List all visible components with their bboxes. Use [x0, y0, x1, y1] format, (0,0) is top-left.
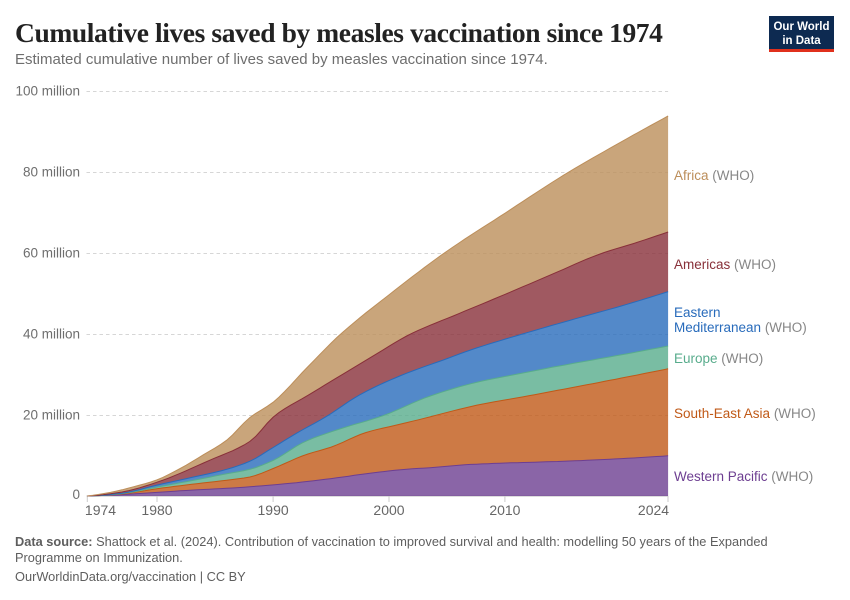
- svg-text:80 million: 80 million: [23, 165, 80, 180]
- svg-text:Europe (WHO): Europe (WHO): [674, 351, 763, 366]
- svg-text:South-East Asia (WHO): South-East Asia (WHO): [674, 406, 816, 421]
- svg-text:Africa (WHO): Africa (WHO): [674, 168, 754, 183]
- svg-text:100 million: 100 million: [15, 84, 80, 99]
- svg-text:Eastern: Eastern: [674, 305, 721, 320]
- svg-text:1974: 1974: [85, 502, 116, 518]
- svg-text:Americas (WHO): Americas (WHO): [674, 257, 776, 272]
- svg-text:Western Pacific (WHO): Western Pacific (WHO): [674, 469, 813, 484]
- svg-text:1980: 1980: [141, 502, 172, 518]
- svg-text:Mediterranean (WHO): Mediterranean (WHO): [674, 320, 807, 335]
- svg-text:2000: 2000: [373, 502, 404, 518]
- svg-text:1990: 1990: [258, 502, 289, 518]
- svg-text:60 million: 60 million: [23, 246, 80, 261]
- svg-text:20 million: 20 million: [23, 408, 80, 423]
- svg-text:2010: 2010: [489, 502, 520, 518]
- svg-text:2024: 2024: [638, 502, 669, 518]
- svg-text:40 million: 40 million: [23, 327, 80, 342]
- svg-text:0: 0: [72, 487, 80, 502]
